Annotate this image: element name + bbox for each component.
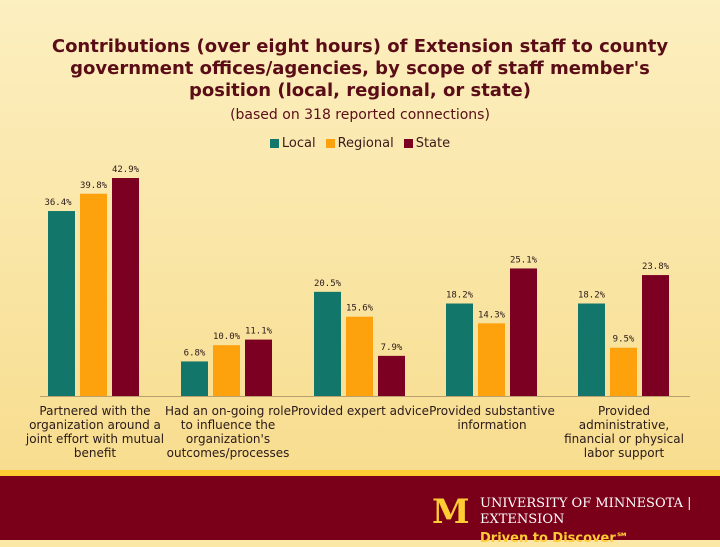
chart-legend: Local Regional State (0, 136, 720, 151)
data-label-state-5: 23.8% (642, 262, 670, 272)
university-logo-icon: M (432, 492, 470, 532)
category-label-administrative-support: Provided administrative, financial or ph… (564, 404, 684, 460)
data-label-local-3: 20.5% (314, 279, 342, 289)
bar-local-2 (181, 361, 208, 396)
legend-item-state: State (403, 136, 451, 151)
data-label-local-2: 6.8% (184, 348, 206, 358)
data-label-regional-3: 15.6% (346, 304, 374, 314)
data-label-regional-4: 14.3% (478, 310, 506, 320)
category-label-expert-advice: Provided expert advice (290, 404, 430, 418)
bar-chart: 36.4% 39.8% 42.9% 6.8% 10.0% 11.1% 20.5% 15.6% 7… (40, 165, 690, 397)
bar-state-1 (112, 178, 139, 396)
bar-regional-3 (346, 316, 373, 396)
bar-state-5 (642, 275, 669, 396)
category-label-partnered: Partnered with the organization around a… (25, 404, 165, 460)
data-label-regional-1: 39.8% (80, 181, 108, 191)
bar-regional-2 (213, 345, 240, 396)
data-label-regional-5: 9.5% (613, 335, 635, 345)
footer-gold-band (0, 470, 720, 476)
bar-local-3 (314, 291, 341, 396)
bar-local-1 (48, 211, 75, 396)
legend-swatch-local (269, 139, 279, 148)
brand-name: UNIVERSITY OF MINNESOTA | EXTENSION (480, 496, 692, 527)
data-label-state-3: 7.9% (381, 343, 403, 353)
legend-label-regional: Regional (337, 136, 394, 151)
legend-swatch-state (403, 139, 413, 148)
bar-regional-5 (610, 347, 637, 396)
data-label-local-5: 18.2% (578, 291, 606, 301)
chart-subtitle: (based on 318 reported connections) (230, 107, 490, 123)
data-label-local-1: 36.4% (44, 198, 72, 208)
brand-block: UNIVERSITY OF MINNESOTA | EXTENSION Driv… (480, 496, 720, 547)
bar-state-4 (510, 268, 537, 396)
bar-local-5 (578, 303, 605, 396)
bar-regional-1 (80, 193, 107, 396)
data-label-local-4: 18.2% (446, 291, 474, 301)
legend-swatch-regional (325, 139, 335, 148)
data-label-regional-2: 10.0% (213, 332, 241, 342)
legend-label-state: State (415, 136, 451, 151)
bar-state-3 (378, 355, 405, 396)
category-label-ongoing-role: Had an on-going role to influence the or… (165, 404, 291, 460)
legend-item-regional: Regional (325, 136, 394, 151)
legend-label-local: Local (281, 136, 316, 151)
data-label-state-2: 11.1% (245, 327, 273, 337)
chart-title: Contributions (over eight hours) of Exte… (51, 36, 669, 101)
bar-state-2 (245, 339, 272, 396)
brand-tagline: Driven to Discover℠ (480, 531, 629, 546)
category-label-substantive-info: Provided substantive information (429, 404, 555, 432)
bar-regional-4 (478, 323, 505, 396)
data-label-state-1: 42.9% (112, 165, 140, 175)
data-label-state-4: 25.1% (510, 255, 538, 265)
legend-item-local: Local (269, 136, 316, 151)
footer-banner (0, 470, 720, 540)
bar-local-4 (446, 303, 473, 396)
